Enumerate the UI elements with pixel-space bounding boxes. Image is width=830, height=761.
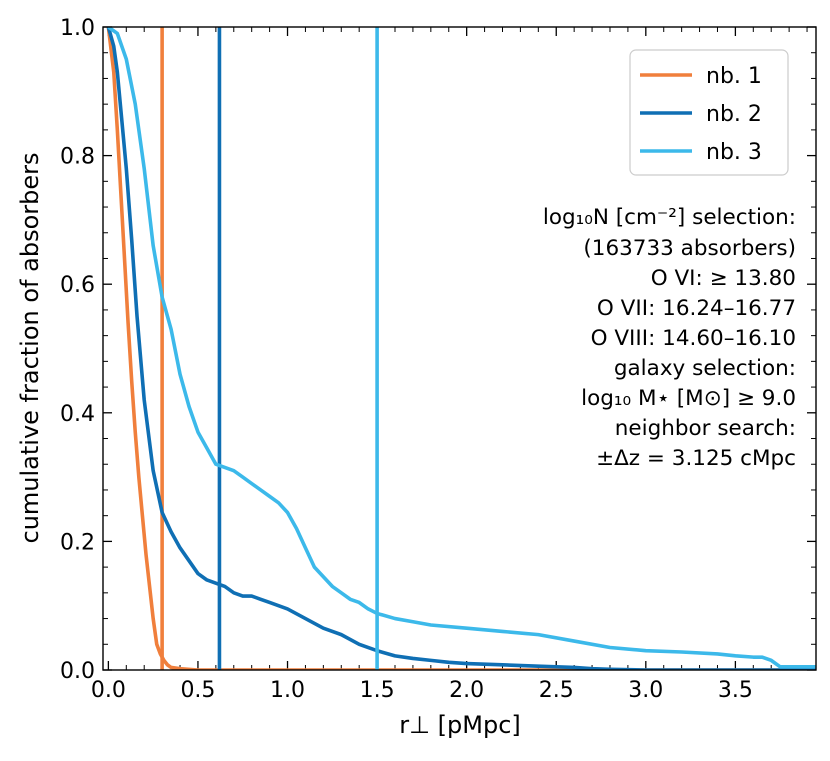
x-tick-label: 0.5 xyxy=(180,678,215,703)
x-tick-label: 1.0 xyxy=(270,678,305,703)
annotation-line-3: O VI: ≥ 13.80 xyxy=(651,266,796,291)
x-tick-label: 0.0 xyxy=(91,678,126,703)
x-tick-label: 3.0 xyxy=(628,678,663,703)
series-layer xyxy=(106,27,816,670)
annotation-line-2: (163733 absorbers) xyxy=(583,236,796,261)
annotation-line-4: O VII: 16.24–16.77 xyxy=(597,296,796,321)
x-tick-label: 3.5 xyxy=(718,678,753,703)
y-tick-label: 0.2 xyxy=(60,530,95,555)
series-line-nb-3 xyxy=(107,27,816,669)
legend-label-nb-2: nb. 2 xyxy=(706,102,762,127)
x-axis-label: r⊥ [pMpc] xyxy=(399,711,521,739)
y-tick-label: 0.0 xyxy=(60,659,95,684)
y-tick-label: 1.0 xyxy=(60,16,95,41)
series-line-nb-2 xyxy=(106,27,816,670)
y-axis-label: cumulative fraction of absorbers xyxy=(16,153,44,544)
legend: nb. 1 nb. 2 nb. 3 xyxy=(629,49,789,176)
y-tick-label: 0.6 xyxy=(60,273,95,298)
legend-box xyxy=(629,49,789,176)
series-line-nb-1 xyxy=(106,27,816,670)
selection-annotation: log₁₀N [cm⁻²] selection: (163733 absorbe… xyxy=(543,205,796,471)
x-tick-label: 2.5 xyxy=(539,678,574,703)
annotation-line-7: log₁₀ M⋆ [M⊙] ≥ 9.0 xyxy=(581,386,796,411)
legend-label-nb-1: nb. 1 xyxy=(706,64,762,89)
annotation-line-5: O VIII: 14.60–16.10 xyxy=(591,326,796,351)
annotation-line-1: log₁₀N [cm⁻²] selection: xyxy=(543,205,796,230)
tick-labels: 0.0 0.5 1.0 1.5 2.0 2.5 3.0 3.5 0.0 0.2 0.4 0.6 0.8 1… xyxy=(60,16,753,703)
legend-label-nb-3: nb. 3 xyxy=(706,140,762,165)
x-tick-label: 2.0 xyxy=(449,678,484,703)
annotation-line-9: ±Δz = 3.125 cMpc xyxy=(596,446,796,471)
axis-ticks xyxy=(103,26,816,671)
annotation-line-8: neighbor search: xyxy=(615,416,796,441)
plot-frame xyxy=(102,26,817,671)
annotation-line-6: galaxy selection: xyxy=(614,356,796,381)
y-tick-label: 0.4 xyxy=(60,402,95,427)
x-tick-label: 1.5 xyxy=(360,678,395,703)
y-tick-label: 0.8 xyxy=(60,145,95,170)
